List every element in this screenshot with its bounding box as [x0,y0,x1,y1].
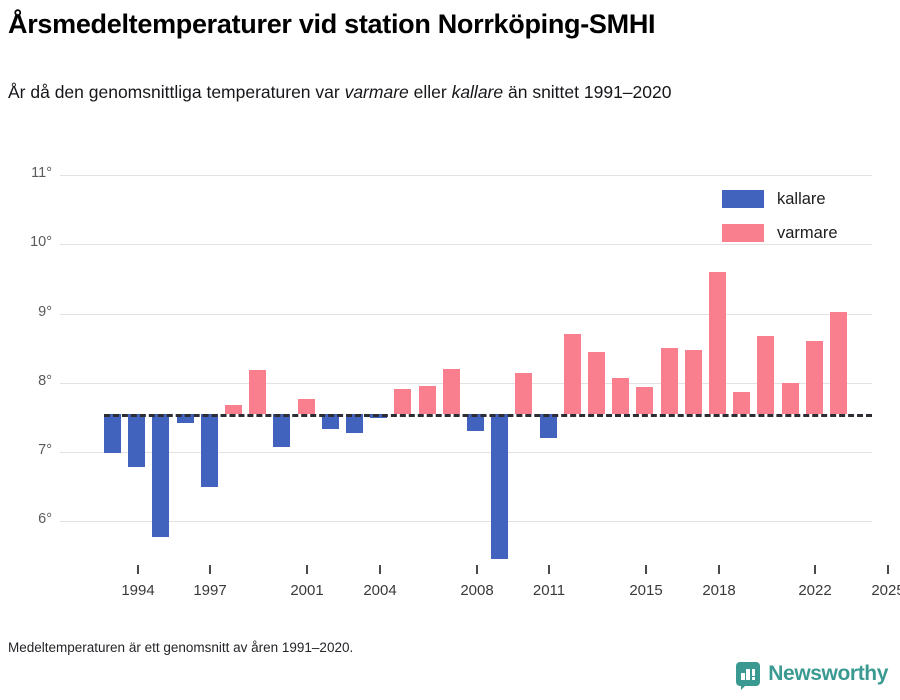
subtitle-text-2: eller [408,82,452,102]
y-axis-label: 10° [30,234,52,250]
y-axis-label: 8° [38,373,52,389]
bar-2000[interactable] [273,414,290,447]
x-axis-label: 1994 [121,582,155,599]
x-axis-tick [306,565,308,574]
subtitle-text-1: År då den genomsnittliga temperaturen va… [8,82,345,102]
legend-label-varmare: varmare [777,223,838,242]
y-axis-label: 9° [38,304,52,320]
bar-2009[interactable] [491,414,508,559]
bar-1999[interactable] [249,370,266,414]
x-axis-tick [476,565,478,574]
gridline [60,314,872,315]
bar-chart-bubble-icon [736,662,761,690]
logo-text: Newsworthy [768,662,888,685]
bar-1993[interactable] [104,414,121,453]
x-axis-label: 2015 [629,582,663,599]
bar-2010[interactable] [515,373,532,414]
x-axis-tick [548,565,550,574]
average-reference-line [104,414,872,417]
bar-2018[interactable] [709,272,726,414]
bar-2012[interactable] [564,334,581,414]
gridline [60,244,872,245]
subtitle-emphasis-varmare: varmare [344,82,409,102]
bar-2013[interactable] [588,352,605,414]
bar-2019[interactable] [733,392,750,414]
gridline [60,383,872,384]
bar-2011[interactable] [540,414,557,438]
bar-2001[interactable] [298,399,315,414]
footer-note: Medeltemperaturen är ett genomsnitt av å… [8,640,354,655]
bar-2002[interactable] [322,414,339,429]
bar-2022[interactable] [806,341,823,414]
bar-2015[interactable] [636,387,653,414]
page-title: Årsmedeltemperaturer vid station Norrköp… [8,9,888,40]
bar-2008[interactable] [467,414,484,431]
x-axis-tick [379,565,381,574]
bar-1994[interactable] [128,414,145,467]
bar-2006[interactable] [419,386,436,414]
x-axis-label: 2022 [798,582,832,599]
gridline [60,452,872,453]
newsworthy-logo[interactable]: Newsworthy [736,662,888,690]
legend-item-kallare[interactable]: kallare [722,186,838,212]
legend-swatch-varmare [722,224,764,242]
bar-1998[interactable] [225,405,242,414]
bar-2017[interactable] [685,350,702,414]
y-axis-label: 11° [31,165,52,181]
x-axis-label: 2018 [702,582,736,599]
legend-swatch-kallare [722,190,764,208]
subtitle-emphasis-kallare: kallare [451,82,504,102]
x-axis-tick [209,565,211,574]
x-axis-label: 2001 [290,582,324,599]
bar-2007[interactable] [443,369,460,414]
y-axis-label: 6° [38,511,52,527]
chart-title: Årsmedeltemperaturer vid station Norrköp… [8,9,656,39]
y-axis-label: 7° [38,442,52,458]
x-axis-label: 1997 [193,582,227,599]
bar-2005[interactable] [394,389,411,414]
bar-1996[interactable] [177,414,194,423]
x-axis-tick [814,565,816,574]
x-axis-label: 2011 [532,582,566,599]
gridline [60,175,872,176]
chart-legend: kallare varmare [722,186,838,254]
x-axis-label: 2025 [871,582,900,599]
bar-2021[interactable] [782,383,799,414]
legend-item-varmare[interactable]: varmare [722,220,838,246]
chart-subtitle: År då den genomsnittliga temperaturen va… [8,80,858,105]
x-axis-tick [887,565,889,574]
bar-1995[interactable] [152,414,169,537]
subtitle-text-3: än snittet 1991–2020 [503,82,672,102]
x-axis-label: 2004 [363,582,397,599]
bar-1997[interactable] [201,414,218,487]
gridline [60,521,872,522]
x-axis-label: 2008 [460,582,494,599]
x-axis-tick [718,565,720,574]
bar-2014[interactable] [612,378,629,414]
bar-2023[interactable] [830,312,847,414]
legend-label-kallare: kallare [777,189,826,208]
bar-2003[interactable] [346,414,363,433]
bar-2020[interactable] [757,336,774,414]
x-axis-tick [137,565,139,574]
bar-2016[interactable] [661,348,678,414]
x-axis-tick [645,565,647,574]
